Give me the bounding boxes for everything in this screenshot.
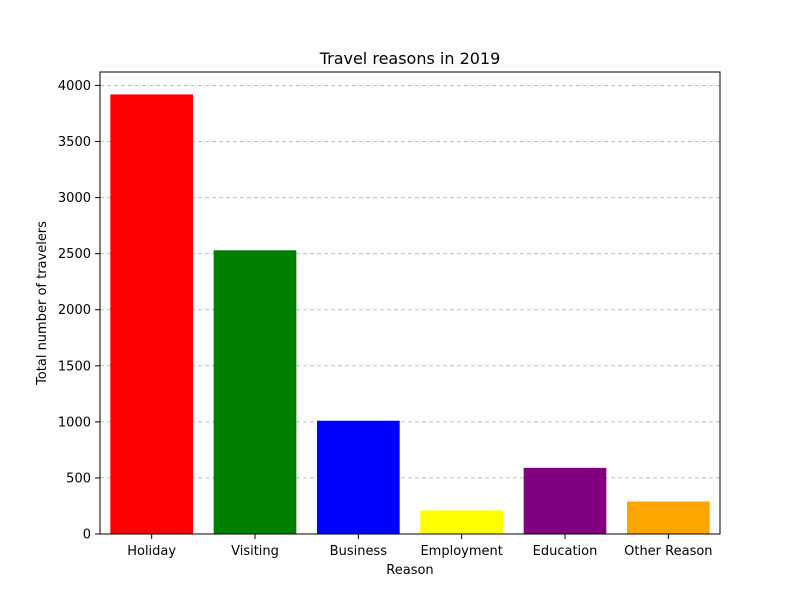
plot-frame xyxy=(99,71,721,535)
x-tick-label: Other Reason xyxy=(624,544,712,559)
bar-education xyxy=(523,467,607,534)
y-tick-label: 4000 xyxy=(58,79,91,94)
y-tick-label: 2000 xyxy=(58,303,91,318)
x-axis: Holiday Visiting Business Employment Educati… xyxy=(127,534,713,559)
y-tick-label: 1000 xyxy=(58,415,91,430)
bar-other-reason xyxy=(627,501,710,534)
grid-lines xyxy=(100,84,720,479)
x-tick-label: Business xyxy=(330,544,388,559)
bar-holiday xyxy=(110,94,193,534)
y-tick-label: 3000 xyxy=(58,191,91,206)
y-tick-label: 2500 xyxy=(58,247,91,262)
x-tick-label: Holiday xyxy=(127,544,176,559)
x-tick-label: Employment xyxy=(420,544,502,559)
y-tick-label: 500 xyxy=(66,471,91,486)
y-tick-label: 0 xyxy=(83,528,91,543)
bar-business xyxy=(317,420,400,534)
y-axis-title: Total number of travelers xyxy=(35,221,50,386)
y-tick-label: 1500 xyxy=(58,359,91,374)
x-tick-label: Visiting xyxy=(231,544,279,559)
bar-visiting xyxy=(213,250,297,534)
y-tick-label: 3500 xyxy=(58,135,91,150)
x-tick-label: Education xyxy=(533,544,598,559)
bar-employment xyxy=(420,510,503,534)
x-axis-title: Reason xyxy=(386,563,433,578)
bars xyxy=(110,94,710,534)
chart-title: Travel reasons in 2019 xyxy=(319,49,501,68)
y-axis: 0 500 1000 1500 2000 2500 3000 3500 4000 xyxy=(58,79,100,543)
